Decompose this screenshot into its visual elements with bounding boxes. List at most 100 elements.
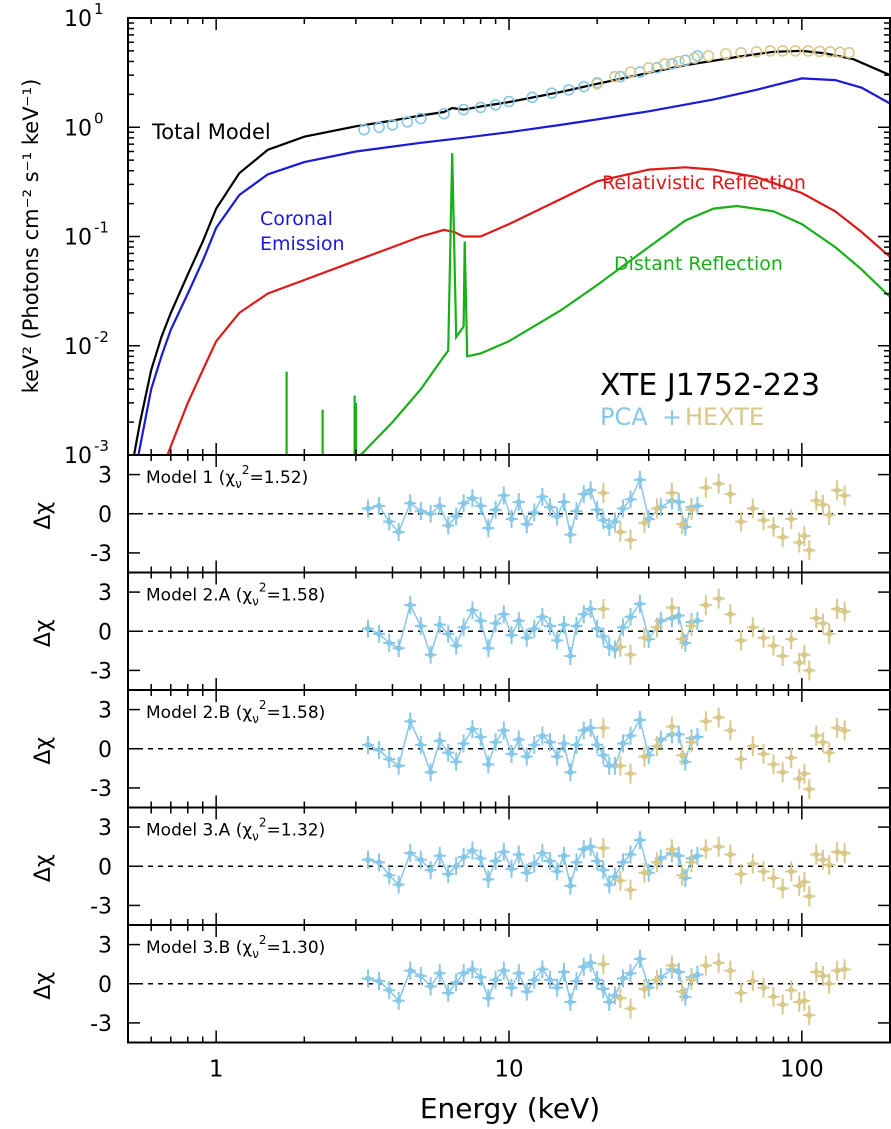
pca-residual-point	[560, 852, 567, 859]
pca-residual-point	[675, 499, 682, 505]
pca-residual-point	[469, 847, 476, 854]
hexte-residual-point	[801, 532, 808, 539]
pca-residual-point	[668, 615, 675, 622]
pca-residual-point	[427, 651, 434, 658]
residual-panel-5: 3 0 -3 Δχ Model 3.B (χν2=1.30)	[31, 924, 891, 1044]
pca-point	[386, 119, 399, 131]
pca-residual-point	[469, 726, 476, 733]
hexte-residual-point	[641, 634, 648, 641]
pca-residual-point	[515, 736, 522, 743]
x-tick-labels: 1 10 100	[209, 1057, 824, 1083]
coronal-label-line2: Emission	[260, 233, 345, 255]
hexte-residual-point	[617, 877, 624, 884]
pca-point	[526, 91, 539, 104]
hexte-residual-point	[702, 962, 709, 969]
hexte-residual-point	[688, 739, 695, 746]
pca-residual-point	[600, 985, 607, 992]
pca-residual-point	[587, 724, 594, 731]
pca-residual-point	[594, 506, 601, 513]
hexte-residual-point	[826, 861, 833, 868]
hexte-residual-point	[617, 762, 624, 769]
pca-residual-point	[427, 867, 434, 874]
hexte-residual-point	[600, 489, 607, 496]
pca-residual-line	[367, 718, 698, 775]
distant-label: Distant Reflection	[614, 253, 783, 275]
hexte-residual-point	[679, 636, 686, 643]
hexte-residual-point	[749, 624, 756, 631]
pca-residual-point	[445, 989, 452, 996]
hexte-residual-point	[702, 846, 709, 853]
pca-residual-point	[436, 502, 443, 509]
pca-residual-point	[560, 499, 567, 505]
pca-residual-point	[619, 859, 626, 866]
series-line-0	[132, 49, 890, 455]
hexte-residual-point	[679, 988, 686, 995]
residual-y-tick-label: 0	[98, 738, 112, 763]
hexte-residual-point	[779, 534, 786, 541]
pca-residual-point	[567, 653, 574, 660]
y-tick-label-exponent: 1	[94, 0, 104, 18]
hexte-residual-point	[801, 878, 808, 885]
hexte-residual-point	[617, 529, 624, 536]
pca-residual-point	[460, 854, 467, 861]
hexte-residual-point	[738, 518, 745, 525]
pca-residual-point	[594, 741, 601, 748]
hexte-residual-point	[801, 770, 808, 777]
pca-residual-point	[477, 502, 484, 509]
hexte-residual-point	[727, 727, 734, 734]
pca-residual-point	[567, 531, 574, 538]
pca-residual-point	[600, 517, 607, 524]
hexte-residual-point	[727, 851, 734, 858]
pca-residual-point	[386, 987, 393, 994]
pca-residual-point	[573, 508, 580, 515]
hexte-residual-point	[819, 501, 826, 508]
pca-residual-point	[619, 505, 626, 512]
hexte-residual-point	[679, 752, 686, 759]
pca-residual-point	[460, 740, 467, 747]
pca-residual-point	[453, 513, 460, 520]
hexte-point	[688, 52, 701, 64]
hexte-residual-point	[770, 875, 777, 881]
hexte-residual-point	[770, 993, 777, 1000]
total-model-label: Total Model	[151, 120, 271, 144]
hexte-residual-point	[760, 984, 767, 991]
model-label: Model 3.A (χν2=1.32)	[146, 816, 325, 844]
pca-residual-point	[600, 752, 607, 759]
pca-residual-point	[694, 734, 701, 740]
pca-residual-point	[657, 855, 664, 862]
pca-residual-point	[682, 993, 689, 1000]
pca-residual-point	[427, 510, 434, 517]
hexte-residual-point	[796, 539, 803, 546]
hexte-residual-point	[702, 484, 709, 491]
hexte-point	[735, 46, 747, 59]
pca-residual-point	[376, 978, 383, 985]
pca-residual-point	[407, 500, 414, 507]
hexte-residual-point	[715, 959, 722, 966]
pca-point	[457, 103, 470, 116]
pca-residual-point	[395, 881, 402, 888]
hexte-residual-point	[813, 851, 820, 858]
pca-residual-point	[386, 518, 393, 525]
pca-residual-point	[376, 630, 383, 637]
hexte-legend: HEXTE	[685, 403, 764, 431]
pca-residual-point	[386, 640, 393, 646]
residual-panels: 3 0 -3 Δχ Model 1 (χν2=1.52) 3 0 -3 Δχ Model 2.A …	[31, 454, 891, 1044]
pca-residual-point	[573, 741, 580, 748]
pca-residual-point	[587, 487, 594, 494]
hexte-point	[802, 45, 814, 57]
pca-residual-point	[600, 867, 607, 874]
y-tick-label: 10	[64, 444, 92, 469]
hexte-residual-point	[727, 491, 734, 498]
pca-residual-point	[445, 522, 452, 529]
y-tick-label: 10	[64, 116, 92, 141]
pca-residual-point	[573, 859, 580, 866]
hexte-residual-point	[841, 850, 848, 857]
y-tick-label: 10	[64, 226, 92, 251]
hexte-residual-point	[779, 885, 786, 892]
hexte-residual-point	[749, 860, 756, 867]
spectrum-y-axis-label: keV² (Photons cm⁻² s⁻¹ keV⁻¹)	[19, 79, 43, 394]
hexte-point	[591, 78, 604, 90]
pca-residual-point	[460, 970, 467, 977]
pca-residual-point	[453, 863, 460, 870]
pca-residual-point	[580, 491, 587, 498]
